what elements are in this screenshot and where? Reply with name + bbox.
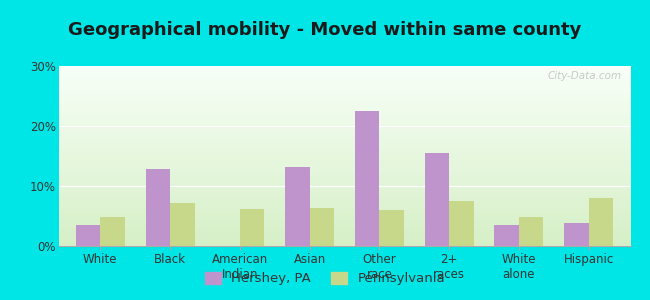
Bar <box>495 225 519 246</box>
Bar <box>100 217 125 246</box>
Text: City-Data.com: City-Data.com <box>548 71 622 81</box>
Bar <box>589 198 613 246</box>
Bar <box>285 167 309 246</box>
Bar <box>519 217 543 246</box>
Bar <box>424 153 449 246</box>
Bar <box>355 111 380 246</box>
Bar <box>240 209 265 246</box>
Bar <box>449 201 474 246</box>
Text: Geographical mobility - Moved within same county: Geographical mobility - Moved within sam… <box>68 21 582 39</box>
Bar <box>309 208 334 246</box>
Bar <box>564 223 589 246</box>
Bar <box>76 225 100 246</box>
Bar <box>146 169 170 246</box>
Bar <box>170 203 194 246</box>
Legend: Hershey, PA, Pennsylvania: Hershey, PA, Pennsylvania <box>200 266 450 290</box>
Bar <box>380 210 404 246</box>
